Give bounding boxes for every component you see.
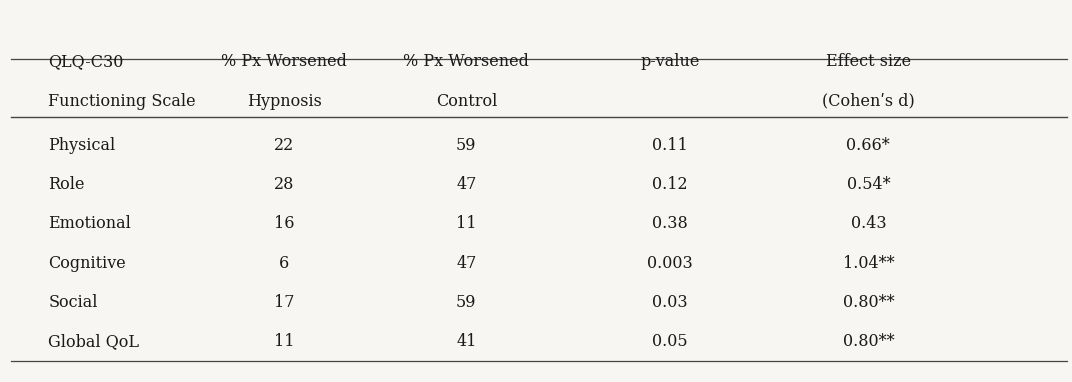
Text: p-value: p-value <box>640 53 700 70</box>
Text: 0.03: 0.03 <box>652 294 688 311</box>
Text: 11: 11 <box>456 215 477 232</box>
Text: 0.12: 0.12 <box>652 176 688 193</box>
Text: 41: 41 <box>456 333 477 350</box>
Text: Effect size: Effect size <box>825 53 911 70</box>
Text: Hypnosis: Hypnosis <box>247 93 322 110</box>
Text: 0.05: 0.05 <box>652 333 688 350</box>
Text: 47: 47 <box>456 255 477 272</box>
Text: 0.80**: 0.80** <box>843 294 894 311</box>
Text: QLQ-C30: QLQ-C30 <box>48 53 123 70</box>
Text: (Cohenʹs d): (Cohenʹs d) <box>822 93 914 110</box>
Text: 1.04**: 1.04** <box>843 255 894 272</box>
Text: Cognitive: Cognitive <box>48 255 126 272</box>
Text: Global QoL: Global QoL <box>48 333 139 350</box>
Text: Role: Role <box>48 176 85 193</box>
Text: 47: 47 <box>456 176 477 193</box>
Text: 28: 28 <box>273 176 295 193</box>
Text: 0.11: 0.11 <box>652 137 688 154</box>
Text: 6: 6 <box>279 255 289 272</box>
Text: % Px Worsened: % Px Worsened <box>221 53 347 70</box>
Text: 16: 16 <box>273 215 295 232</box>
Text: 59: 59 <box>456 294 477 311</box>
Text: Control: Control <box>435 93 497 110</box>
Text: 0.54*: 0.54* <box>847 176 890 193</box>
Text: Physical: Physical <box>48 137 116 154</box>
Text: Social: Social <box>48 294 98 311</box>
Text: 22: 22 <box>274 137 294 154</box>
Text: 11: 11 <box>273 333 295 350</box>
Text: 0.43: 0.43 <box>850 215 887 232</box>
Text: 0.66*: 0.66* <box>847 137 890 154</box>
Text: % Px Worsened: % Px Worsened <box>403 53 530 70</box>
Text: 17: 17 <box>273 294 295 311</box>
Text: Emotional: Emotional <box>48 215 131 232</box>
Text: 0.38: 0.38 <box>652 215 688 232</box>
Text: Functioning Scale: Functioning Scale <box>48 93 196 110</box>
Text: 0.80**: 0.80** <box>843 333 894 350</box>
Text: 59: 59 <box>456 137 477 154</box>
Text: 0.003: 0.003 <box>647 255 693 272</box>
